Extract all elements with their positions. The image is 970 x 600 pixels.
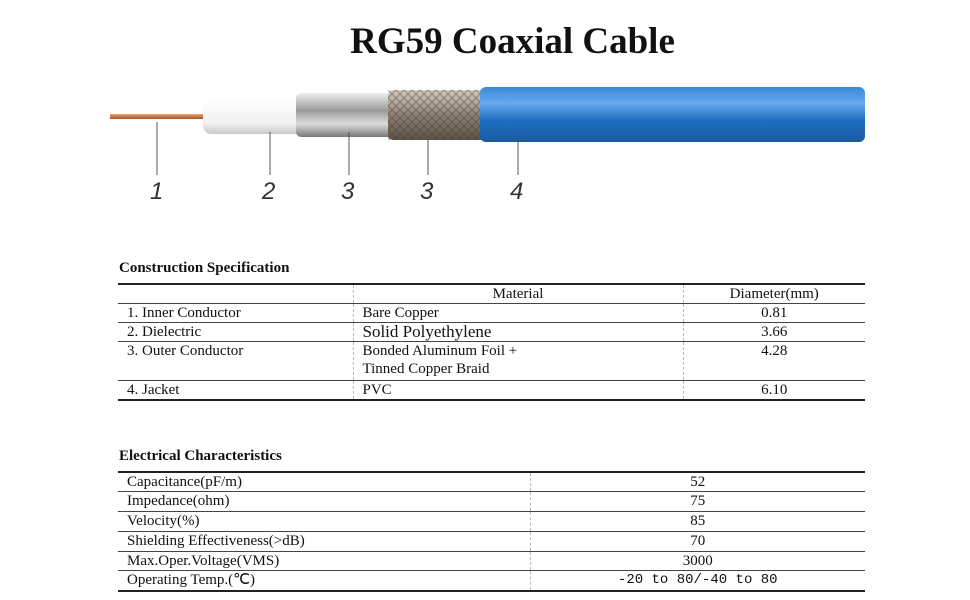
electrical-heading: Electrical Characteristics [119, 448, 282, 464]
param-value: 52 [530, 472, 865, 493]
table-row: Max.Oper.Voltage(VMS) 3000 [118, 551, 865, 572]
table-row: Shielding Effectiveness(>dB) 70 [118, 531, 865, 552]
label-3a: 3 [341, 178, 355, 205]
param-name: Max.Oper.Voltage(VMS) [118, 551, 531, 572]
diameter: 3.66 [683, 322, 865, 342]
table-row: 2. Dielectric Solid Polyethylene 3.66 [118, 322, 865, 342]
param-name: Capacitance(pF/m) [118, 472, 531, 493]
inner-conductor [110, 114, 210, 119]
electrical-table: Capacitance(pF/m) 52 Impedance(ohm) 75 Vel… [118, 471, 865, 592]
param-name: Velocity(%) [118, 511, 531, 532]
table-header-row: Material Diameter(mm) [118, 284, 865, 304]
table-row: Impedance(ohm) 75 [118, 491, 865, 513]
page-title: RG59 Coaxial Cable [350, 21, 675, 62]
table-row: 4. Jacket PVC 6.10 [118, 380, 865, 401]
table-row: Capacitance(pF/m) 52 [118, 472, 865, 493]
header-material: Material [353, 284, 684, 304]
table-row: Velocity(%) 85 [118, 511, 865, 532]
diameter: 6.10 [683, 380, 865, 401]
construction-heading: Construction Specification [119, 260, 290, 276]
param-value: 70 [530, 531, 865, 552]
construction-table: Material Diameter(mm) 1. Inner Conductor… [118, 283, 865, 401]
material: Bonded Aluminum Foil + Tinned Copper Brai… [353, 341, 684, 381]
param-value: 3000 [530, 551, 865, 572]
diameter: 0.81 [683, 303, 865, 323]
param-value: -20 to 80/-40 to 80 [530, 570, 865, 592]
header-part [118, 284, 354, 304]
jacket [480, 87, 865, 142]
part: 1. Inner Conductor [118, 303, 354, 323]
diameter: 4.28 [683, 341, 865, 381]
param-name: Operating Temp.(℃) [118, 570, 531, 592]
dielectric [203, 98, 303, 134]
aluminum-foil [296, 93, 396, 137]
material-line-1: Bonded Aluminum Foil + [362, 343, 518, 359]
label-3b: 3 [420, 178, 434, 205]
table-row: 3. Outer Conductor Bonded Aluminum Foil +… [118, 341, 865, 381]
material-line-2: Tinned Copper Braid [362, 361, 490, 377]
param-value: 85 [530, 511, 865, 532]
param-name: Impedance(ohm) [118, 491, 531, 513]
label-2: 2 [262, 178, 276, 205]
table-row: 1. Inner Conductor Bare Copper 0.81 [118, 303, 865, 323]
param-name: Shielding Effectiveness(>dB) [118, 531, 531, 552]
material: PVC [353, 380, 684, 401]
label-1: 1 [150, 178, 164, 205]
label-4: 4 [510, 178, 524, 205]
material: Solid Polyethylene [353, 322, 684, 342]
part: 4. Jacket [118, 380, 354, 401]
part: 2. Dielectric [118, 322, 354, 342]
header-diameter: Diameter(mm) [683, 284, 865, 304]
material: Bare Copper [353, 303, 684, 323]
cable-cross-section-diagram [110, 87, 865, 175]
table-row: Operating Temp.(℃) -20 to 80/-40 to 80 [118, 570, 865, 592]
param-value: 75 [530, 491, 865, 513]
part: 3. Outer Conductor [118, 341, 354, 381]
